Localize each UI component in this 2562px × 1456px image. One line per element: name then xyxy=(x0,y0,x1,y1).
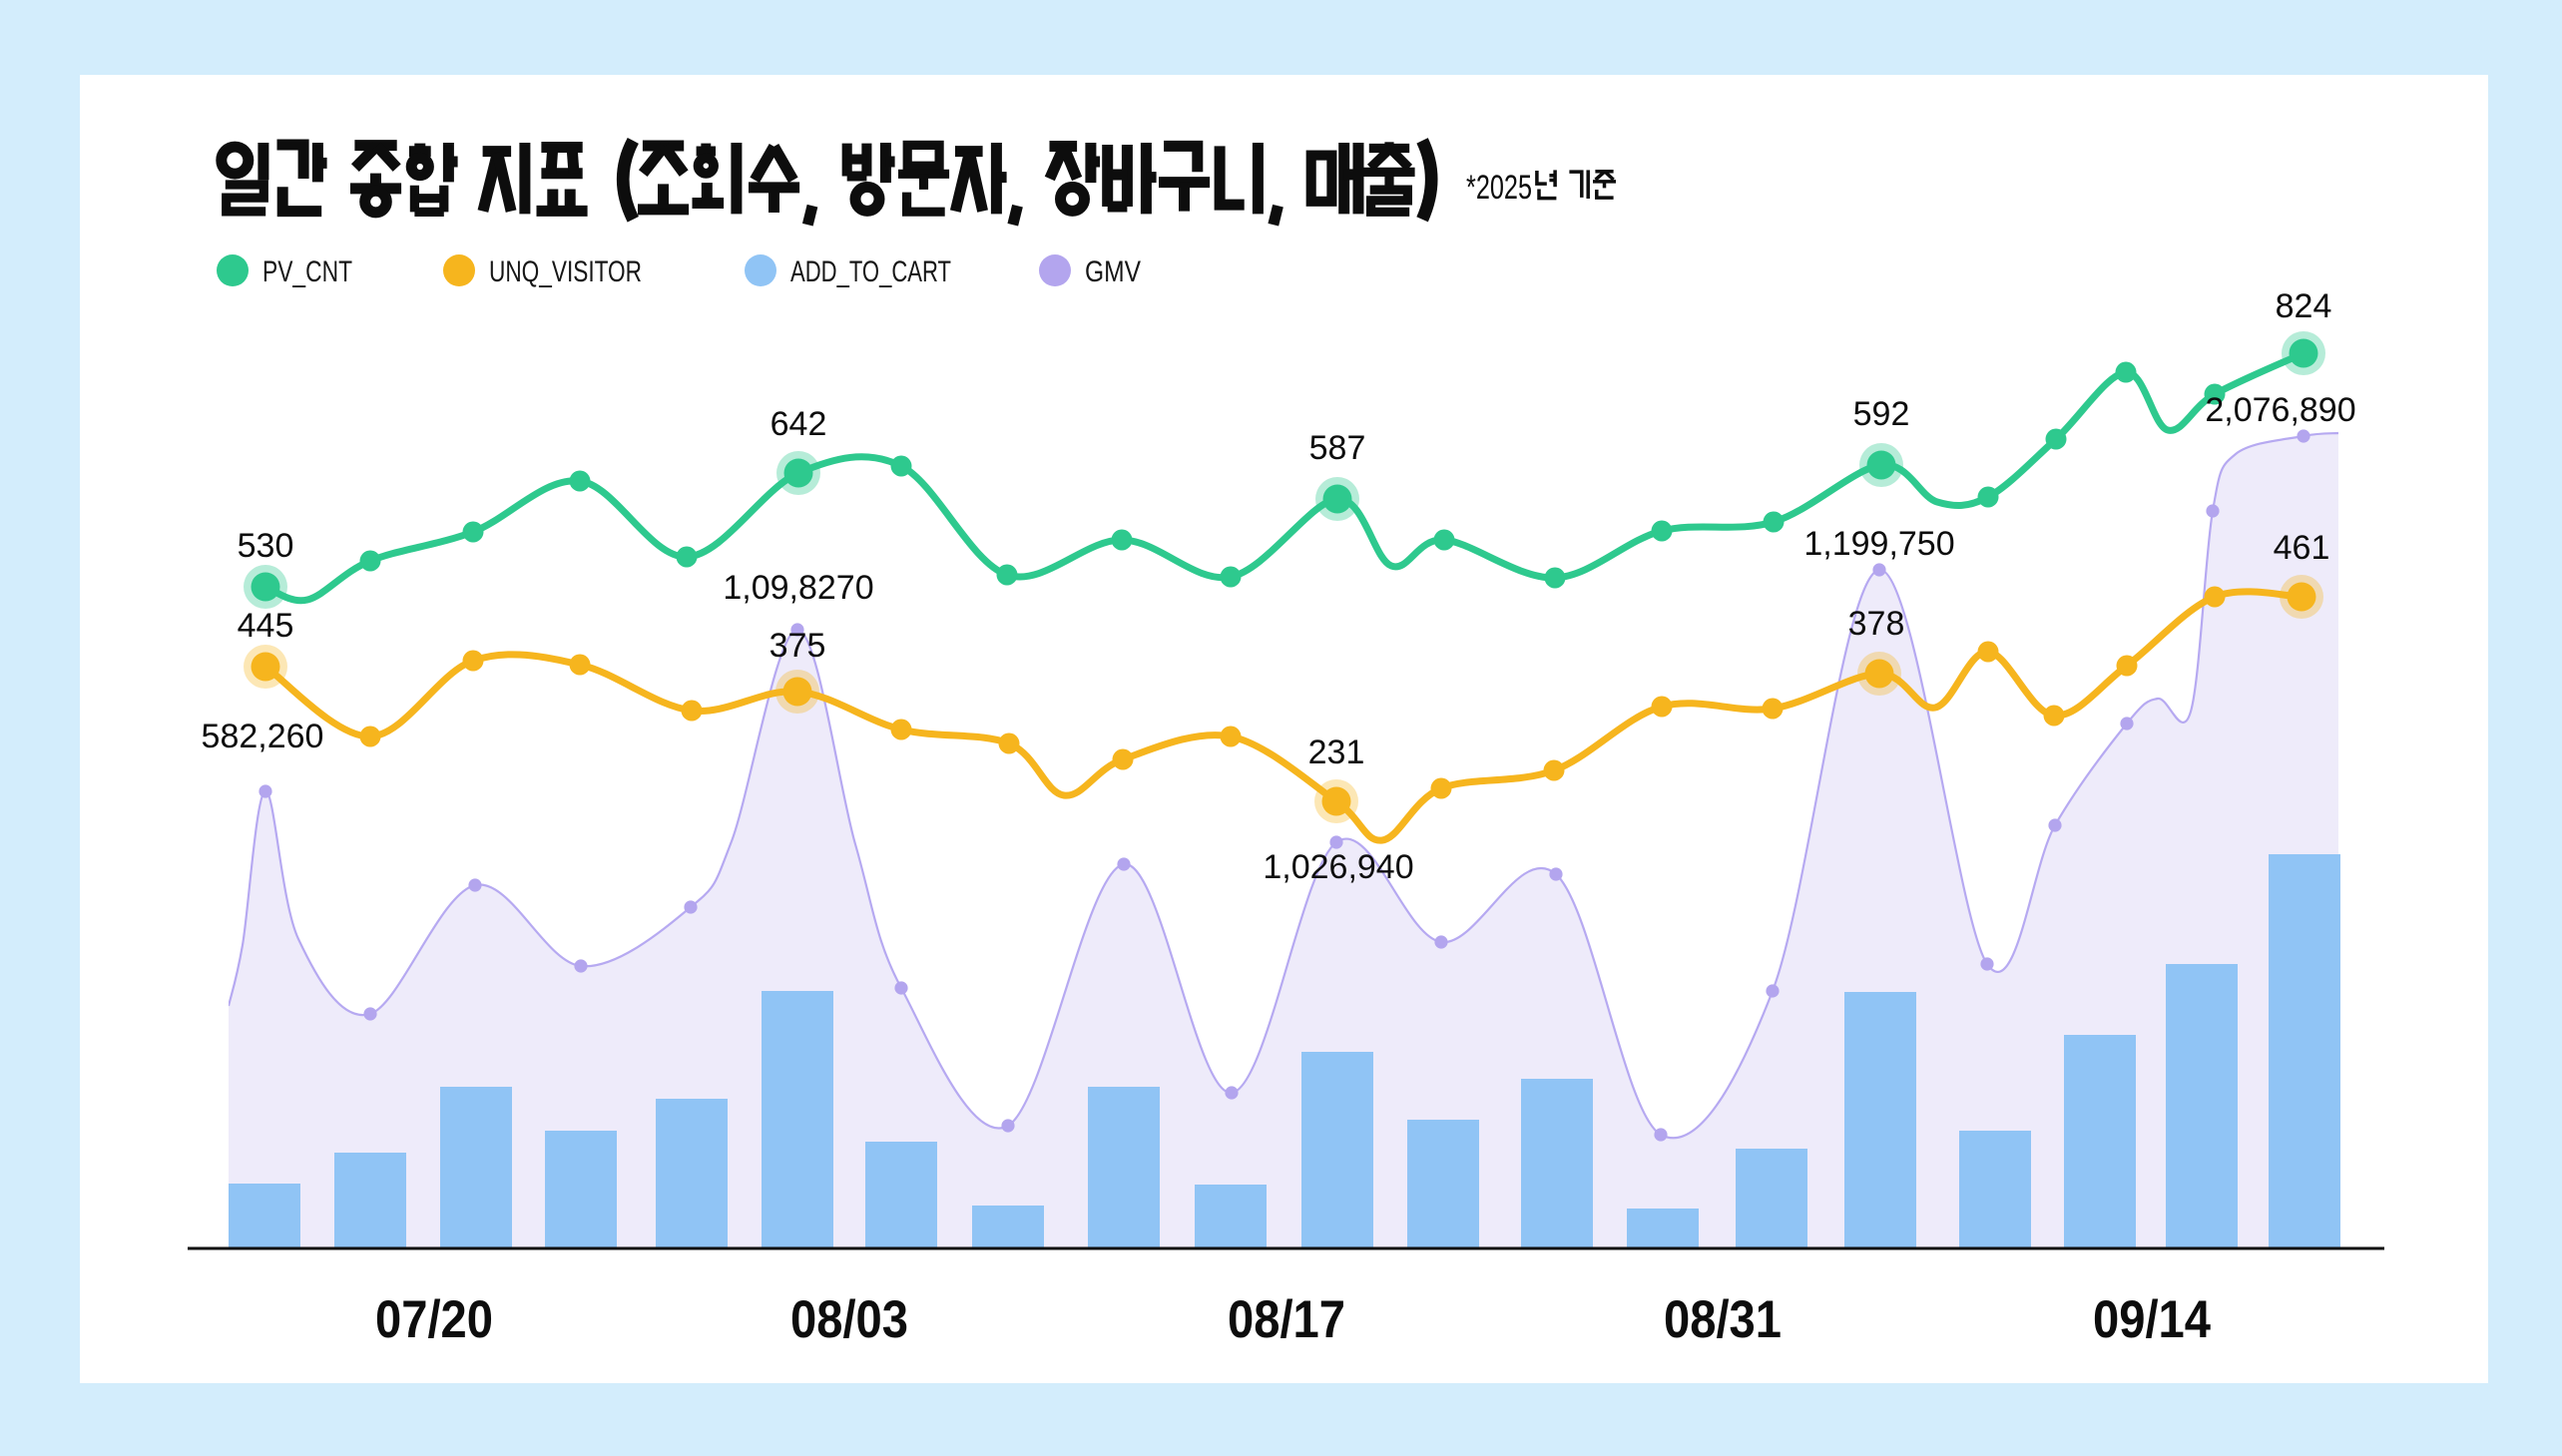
svg-text:587: 587 xyxy=(1309,429,1366,467)
svg-text:1,09,8270: 1,09,8270 xyxy=(723,569,873,607)
svg-text:*2025: *2025 xyxy=(1466,169,1532,207)
svg-text:378: 378 xyxy=(1848,605,1905,643)
svg-text:461: 461 xyxy=(2274,529,2330,567)
svg-text:PV_CNT: PV_CNT xyxy=(262,255,352,288)
svg-text:824: 824 xyxy=(2276,287,2332,325)
svg-text:231: 231 xyxy=(1308,733,1365,771)
svg-text:1,026,940: 1,026,940 xyxy=(1263,848,1413,886)
svg-text:592: 592 xyxy=(1853,395,1910,433)
svg-text:1,199,750: 1,199,750 xyxy=(1803,525,1954,563)
svg-text:375: 375 xyxy=(769,627,826,665)
svg-text:UNQ_VISITOR: UNQ_VISITOR xyxy=(489,255,642,288)
svg-text:08/17: 08/17 xyxy=(1228,1290,1345,1349)
svg-text:642: 642 xyxy=(770,405,827,443)
svg-text:07/20: 07/20 xyxy=(375,1290,493,1349)
svg-text:530: 530 xyxy=(238,527,294,565)
svg-text:08/03: 08/03 xyxy=(790,1290,908,1349)
svg-text:445: 445 xyxy=(238,607,294,645)
svg-text:ADD_TO_CART: ADD_TO_CART xyxy=(790,255,951,288)
svg-text:09/14: 09/14 xyxy=(2093,1290,2211,1349)
svg-text:582,260: 582,260 xyxy=(202,718,324,755)
svg-text:08/31: 08/31 xyxy=(1664,1290,1782,1349)
svg-text:GMV: GMV xyxy=(1085,255,1141,288)
svg-text:2,076,890: 2,076,890 xyxy=(2205,391,2355,429)
